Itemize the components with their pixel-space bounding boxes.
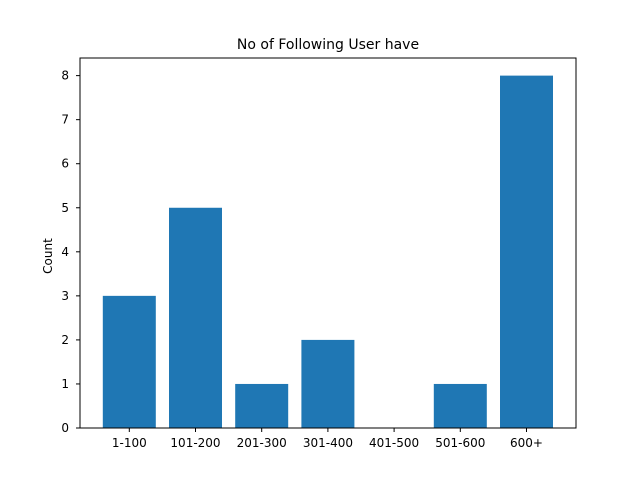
x-tick-label: 501-600: [435, 436, 485, 450]
y-tick-label: 6: [61, 157, 69, 171]
y-tick-label: 2: [61, 333, 69, 347]
y-tick-label: 0: [61, 421, 69, 435]
y-tick-label: 8: [61, 69, 69, 83]
x-tick-label: 201-300: [237, 436, 287, 450]
x-tick-label: 1-100: [112, 436, 147, 450]
y-tick-label: 5: [61, 201, 69, 215]
y-tick-label: 7: [61, 113, 69, 127]
x-tick-label: 600+: [510, 436, 543, 450]
x-axis: 1-100 101-200 201-300 301-400 401-500 501-600…: [112, 428, 543, 450]
bar-201-300: [235, 383, 289, 428]
x-tick-label: 301-400: [303, 436, 353, 450]
x-tick-label: 101-200: [170, 436, 220, 450]
y-tick-label: 3: [61, 289, 69, 303]
y-tick-label: 4: [61, 245, 69, 259]
bar-301-400: [301, 339, 355, 428]
bars-group: [102, 75, 553, 429]
y-tick-label: 1: [61, 377, 69, 391]
x-tick-label: 401-500: [369, 436, 419, 450]
bar-1-100: [102, 295, 156, 428]
plot-frame: [79, 57, 577, 429]
y-axis: 0 1 2 3 4 5 6 7 8: [61, 69, 80, 435]
y-axis-label: Count: [41, 238, 55, 274]
bar-600+: [500, 75, 553, 429]
bar-101-200: [169, 207, 222, 428]
bar-501-600: [433, 383, 487, 428]
chart-title: No of Following User have: [237, 37, 419, 53]
